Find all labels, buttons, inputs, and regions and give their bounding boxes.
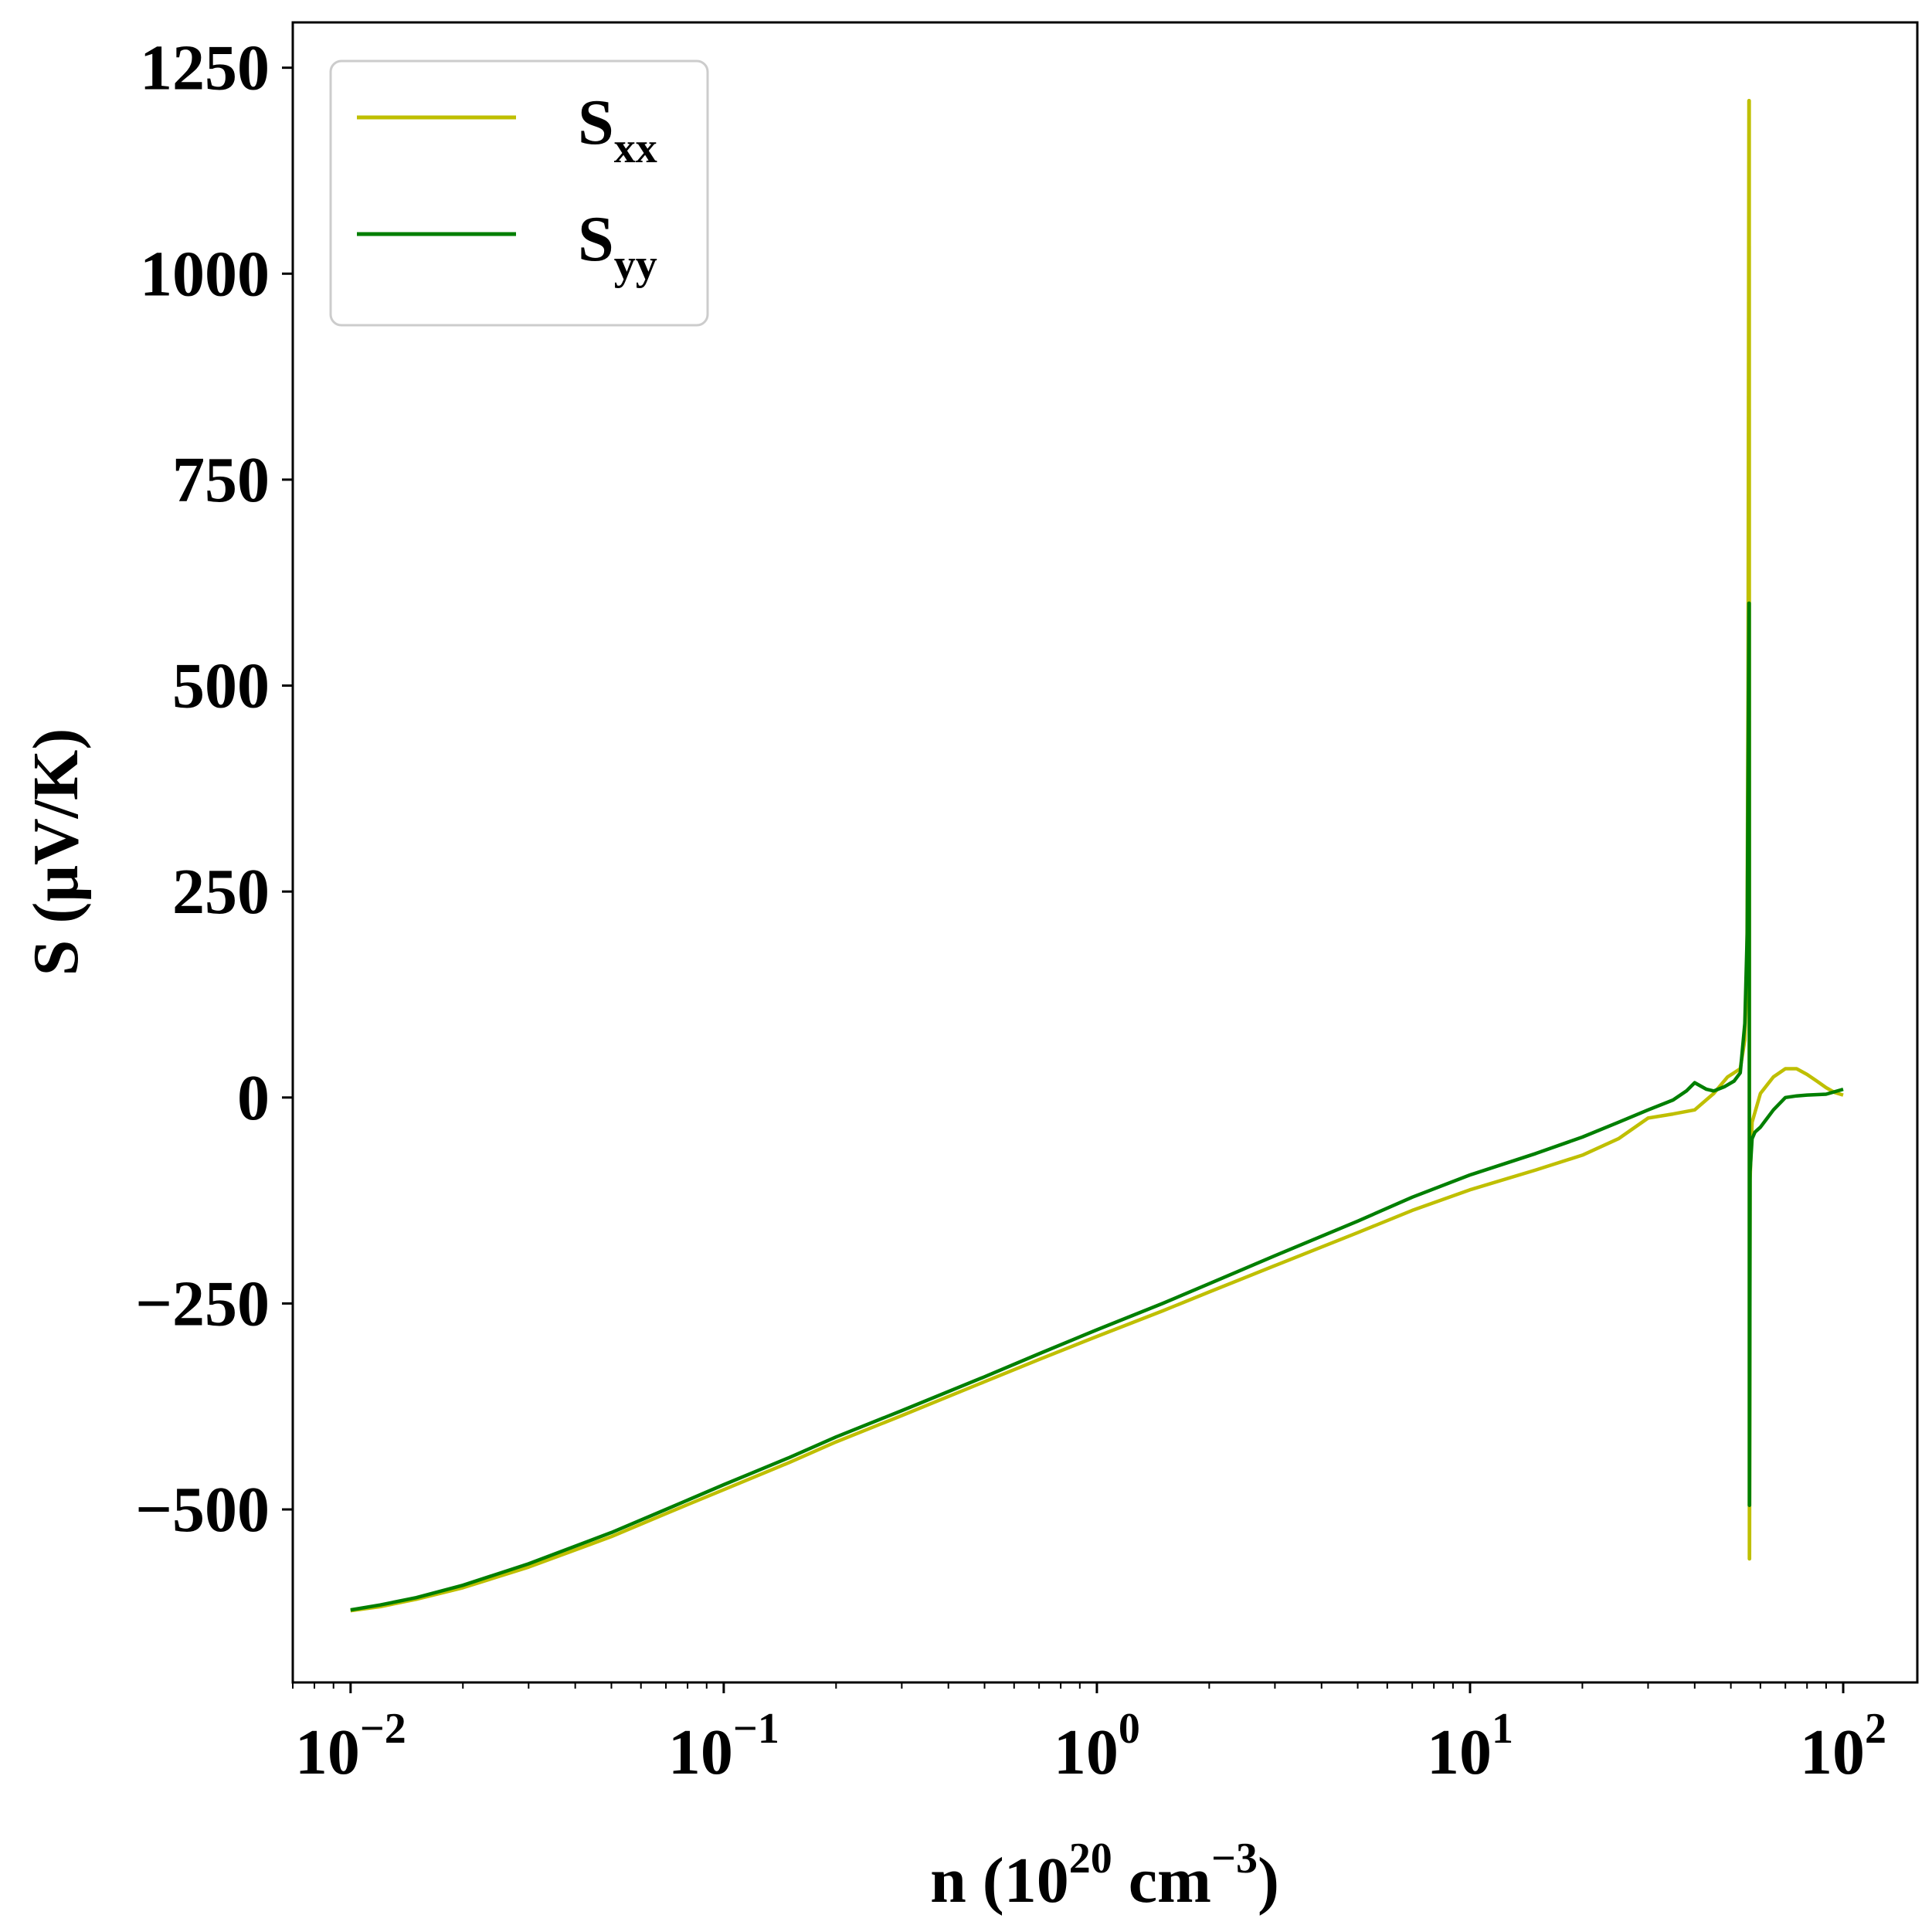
legend-box: [329, 59, 709, 327]
plot-frame: [291, 21, 1919, 1684]
legend-label-sxx: Sxx: [578, 87, 657, 172]
x-tick-label: 102: [1800, 1705, 1886, 1788]
legend: Sxx Syy: [329, 59, 709, 327]
x-tick-label: 100: [1054, 1705, 1140, 1788]
y-tick-label: −250: [135, 1268, 270, 1339]
series-layer: [350, 99, 1844, 1613]
x-tick-label: 101: [1427, 1705, 1513, 1788]
y-tick-label: 500: [172, 650, 270, 722]
series-line-syy: [350, 601, 1844, 1612]
y-axis-label: S (μV/K): [20, 728, 92, 976]
y-tick-label: 1250: [140, 32, 270, 104]
x-axis-label: n (1020 cm−3): [930, 1835, 1279, 1917]
x-tick-label: 10−2: [295, 1705, 406, 1788]
legend-label-syy: Syy: [578, 203, 657, 289]
series-line-sxx: [350, 99, 1844, 1613]
labels-layer: 10−2 10−1 100 101 102 1250 1000 750 500 250 0 −250 −…: [135, 32, 1886, 1788]
y-tick-label: 0: [237, 1062, 270, 1134]
y-tick-label: 750: [172, 444, 270, 516]
y-tick-label: 250: [172, 856, 270, 928]
y-tick-label: 1000: [140, 238, 270, 310]
x-tick-label: 10−1: [668, 1705, 779, 1788]
y-tick-label: −500: [135, 1474, 270, 1546]
ticks-layer: [282, 66, 1845, 1693]
